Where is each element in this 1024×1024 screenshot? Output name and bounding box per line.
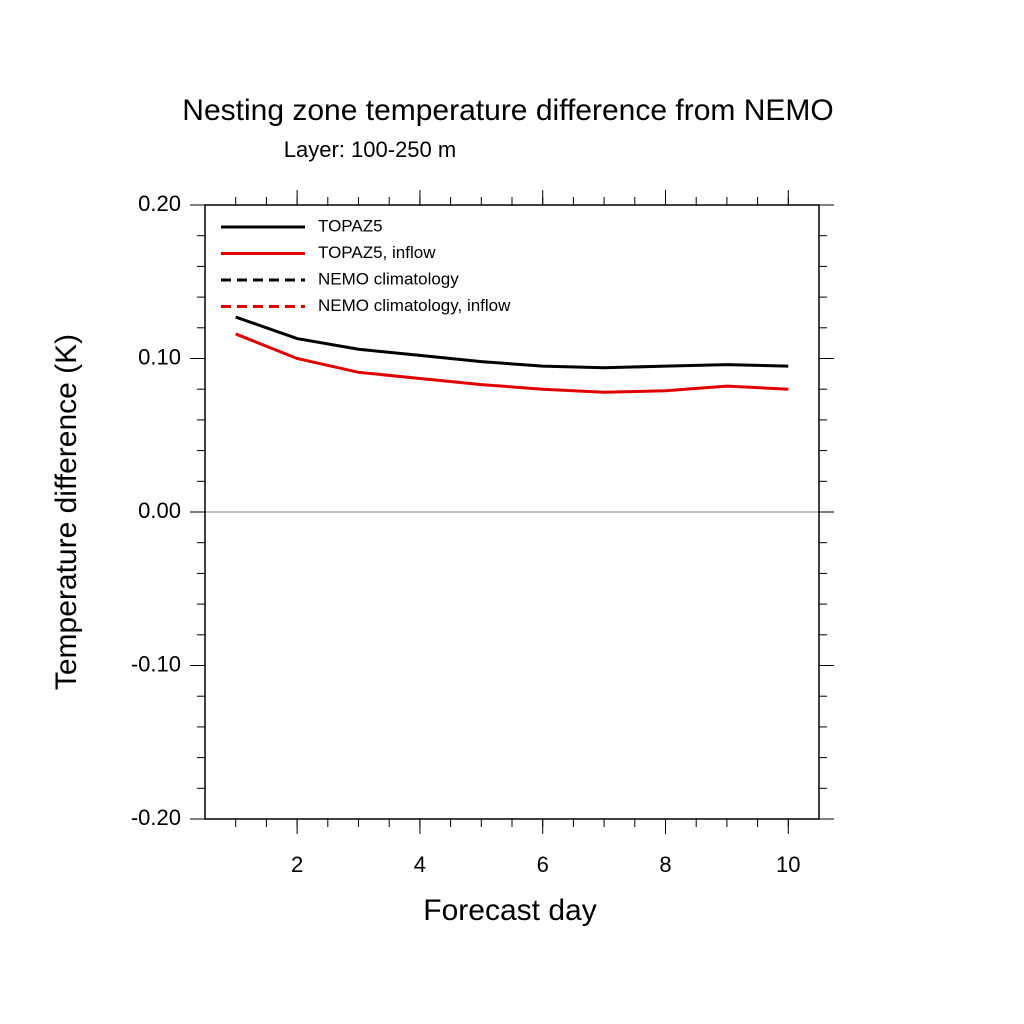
x-tick-label: 10 <box>776 852 800 877</box>
legend-label: NEMO climatology, inflow <box>318 296 511 315</box>
x-tick-label: 2 <box>291 852 303 877</box>
x-axis-label: Forecast day <box>423 894 596 927</box>
y-tick-label: 0.10 <box>138 344 181 369</box>
y-tick-label: -0.20 <box>131 805 181 830</box>
legend-label: TOPAZ5 <box>318 216 383 235</box>
legend-label: NEMO climatology <box>318 269 459 288</box>
plot-frame <box>204 204 820 820</box>
y-tick-label: 0.00 <box>138 498 181 523</box>
legend-label: TOPAZ5, inflow <box>318 243 436 262</box>
x-tick-label: 4 <box>414 852 426 877</box>
y-axis-label: Temperature difference (K) <box>50 334 83 690</box>
chart-subtitle: Layer: 100-250 m <box>284 137 456 162</box>
x-tick-label: 8 <box>659 852 671 877</box>
data-line <box>235 332 789 394</box>
chart-title: Nesting zone temperature difference from… <box>182 94 833 127</box>
data-line <box>235 315 789 370</box>
y-tick-label: 0.20 <box>138 191 181 216</box>
y-tick-label: -0.10 <box>131 651 181 676</box>
x-tick-label: 6 <box>537 852 549 877</box>
